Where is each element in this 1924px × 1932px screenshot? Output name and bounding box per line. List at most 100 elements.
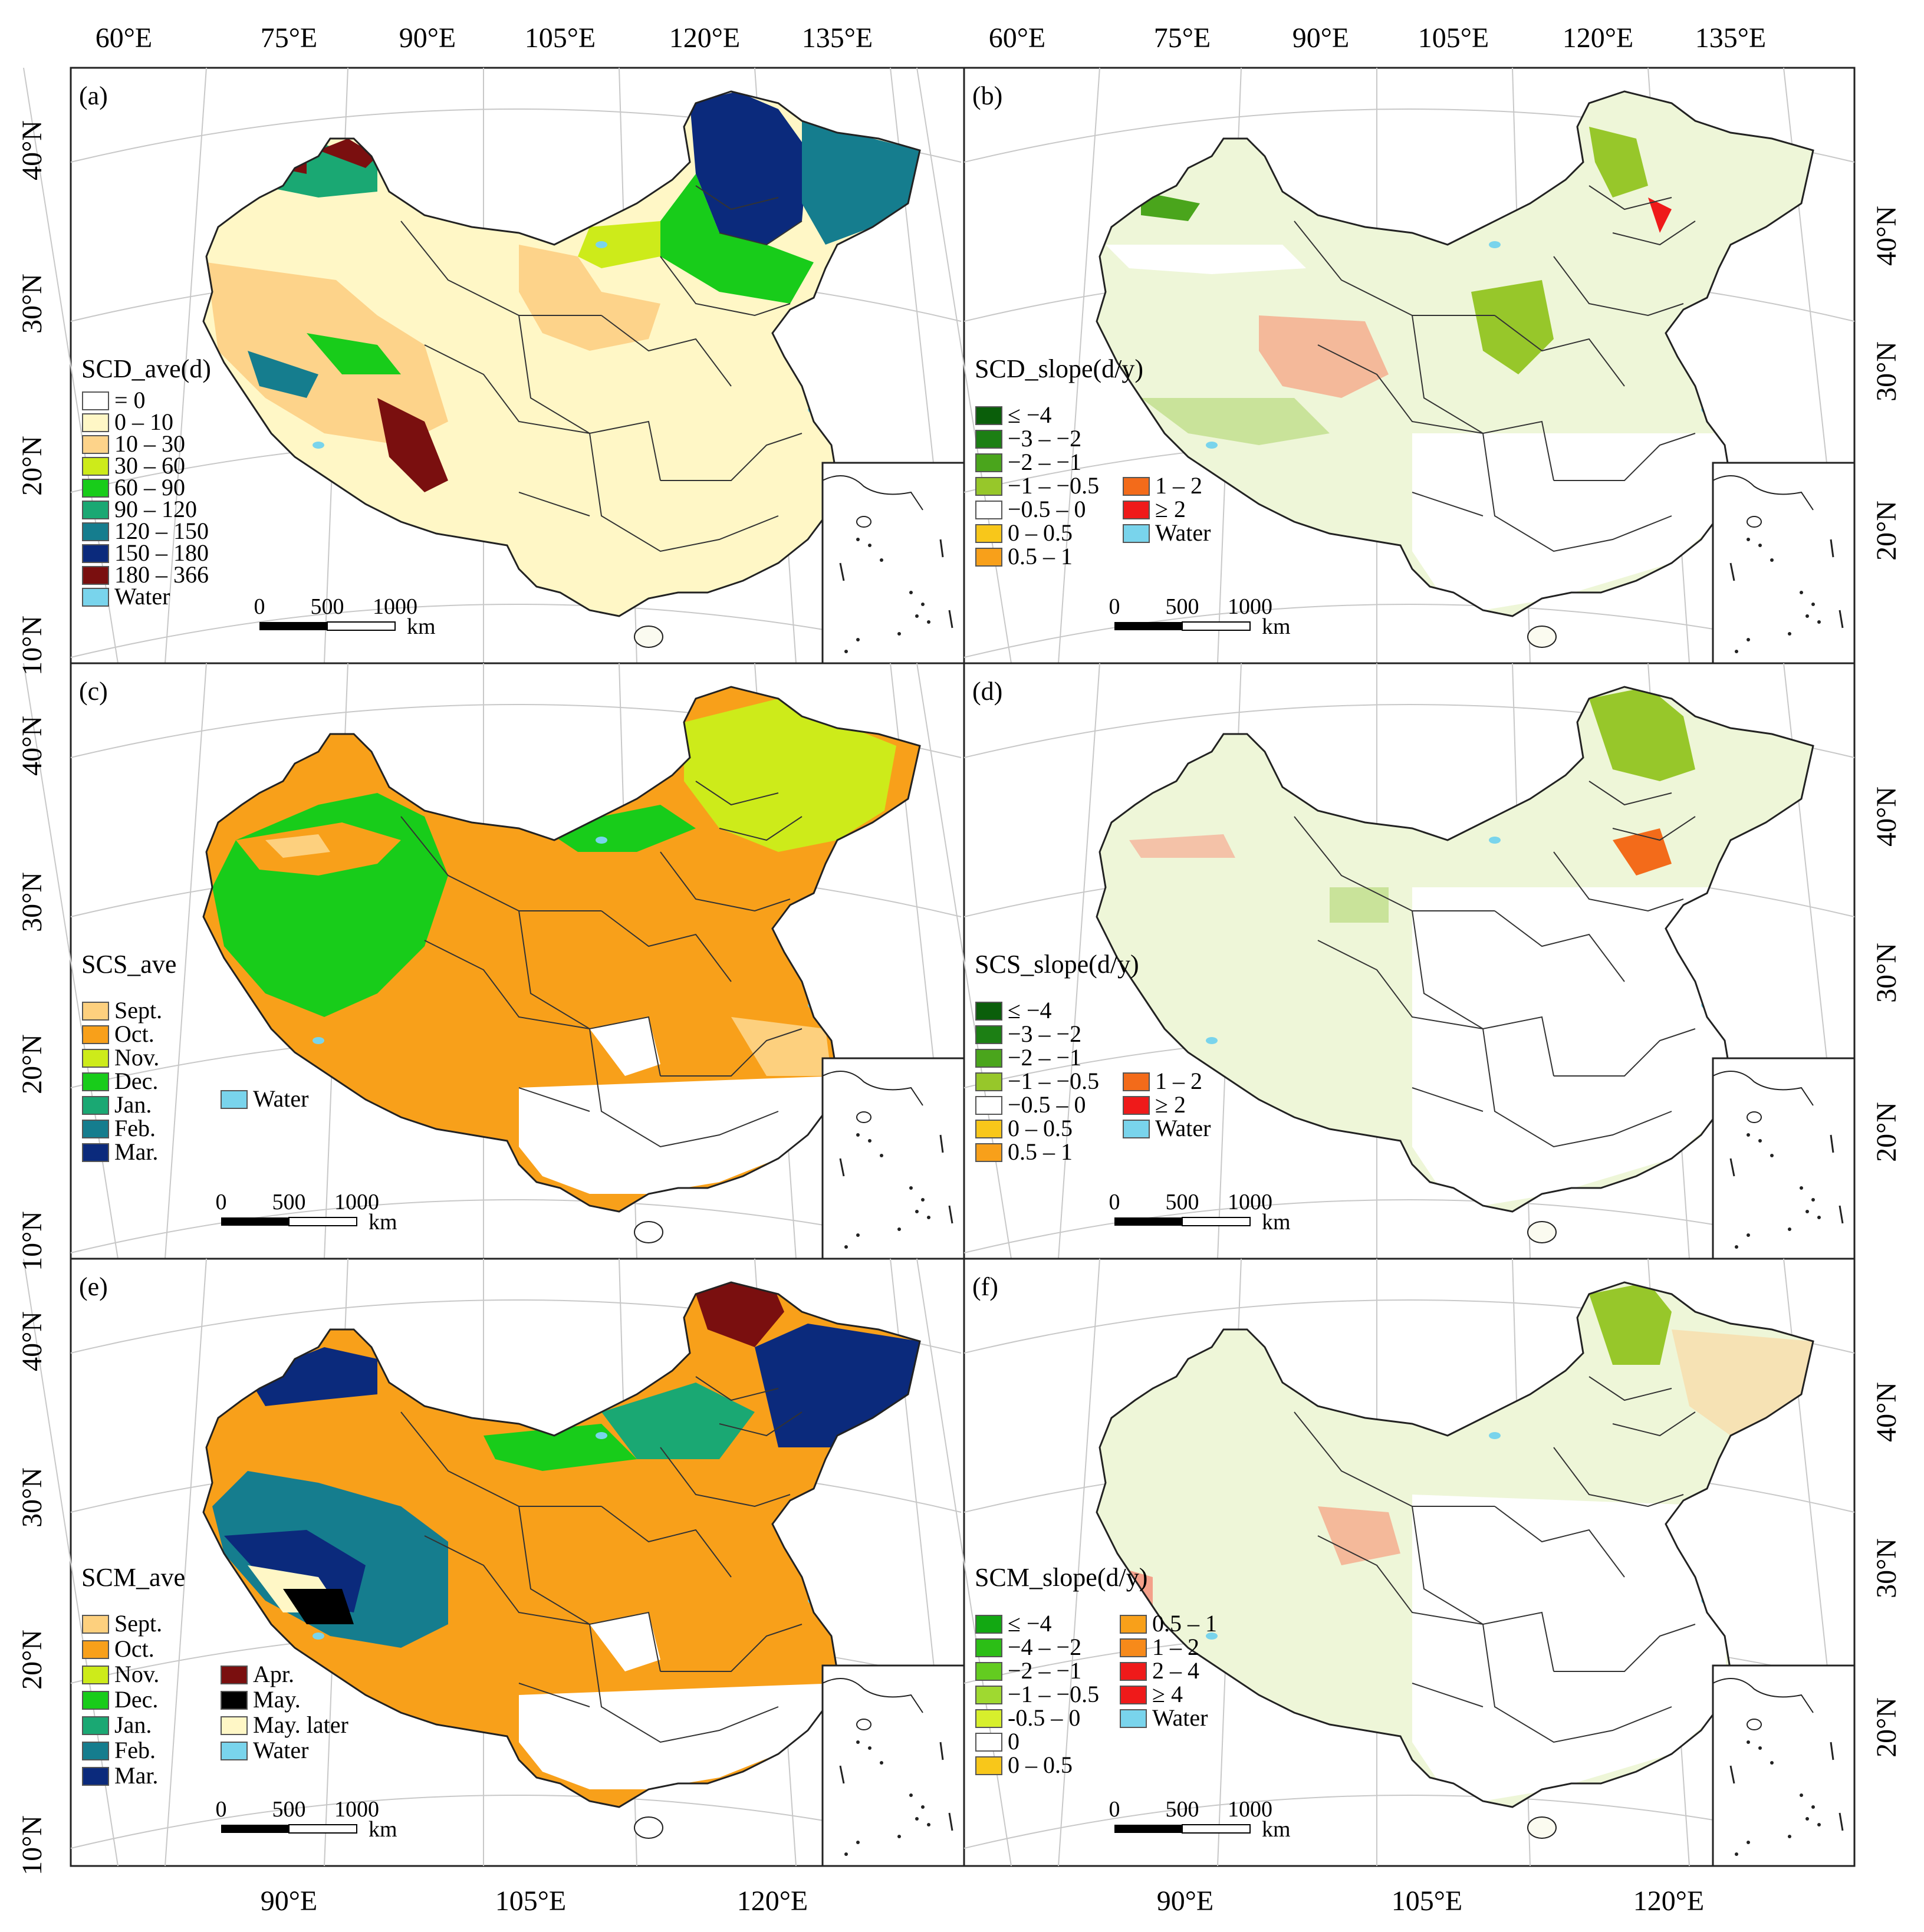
china-map bbox=[202, 1281, 921, 1808]
legend: SCM_ave Sept.Oct.Nov.Dec.Jan.Feb.Mar. Apr.… bbox=[81, 1563, 348, 1789]
legend-swatch bbox=[1120, 1662, 1147, 1681]
legend-swatch bbox=[1120, 1638, 1147, 1657]
legend-swatch bbox=[975, 1002, 1002, 1021]
legend-item-label: −2 – −1 bbox=[1008, 449, 1081, 475]
scale-tick-label: 1000 bbox=[334, 1797, 379, 1822]
china-map bbox=[1096, 90, 1814, 617]
legend-item-label: −0.5 – 0 bbox=[1008, 496, 1086, 522]
legend-item-label: Nov. bbox=[114, 1661, 159, 1687]
legend-swatch bbox=[221, 1691, 248, 1710]
legend-swatch bbox=[975, 1662, 1002, 1681]
legend-swatch bbox=[975, 453, 1002, 472]
top-lon-label: 105°E bbox=[525, 22, 596, 54]
legend-item-label: Dec. bbox=[114, 1686, 158, 1713]
legend-swatch bbox=[82, 588, 109, 607]
panel-f: (f) SCM_slope(d/y) ≤ −4−4 – −2−2 – −1−1 – … bbox=[916, 1258, 1856, 1867]
legend-item-label: −1 – −0.5 bbox=[1008, 472, 1099, 499]
legend-item-label: Jan. bbox=[114, 1712, 152, 1738]
left-lat-label: 10°N bbox=[17, 616, 48, 676]
top-lon-label: 105°E bbox=[1418, 22, 1489, 54]
legend-item-label: ≤ −4 bbox=[1008, 997, 1052, 1023]
legend-swatch bbox=[975, 1733, 1002, 1752]
left-lat-label: 40°N bbox=[17, 1311, 48, 1371]
legend-swatch bbox=[82, 1049, 109, 1068]
map-region bbox=[1412, 1495, 1731, 1801]
scale-tick-label: 1000 bbox=[1228, 1797, 1272, 1822]
scale-unit: km bbox=[369, 1210, 397, 1235]
province-boundaries bbox=[400, 185, 803, 552]
scale-unit: km bbox=[369, 1817, 397, 1842]
legend-item-label: ≥ 4 bbox=[1152, 1681, 1183, 1707]
legend-item-label: = 0 bbox=[114, 387, 146, 413]
legend-swatch bbox=[221, 1090, 248, 1109]
scale-tick-label: 0 bbox=[1109, 1797, 1120, 1822]
right-lat-label: 40°N bbox=[1871, 1382, 1902, 1442]
legend-item-label: 0 – 0.5 bbox=[1008, 1115, 1073, 1141]
scale-tick-label: 500 bbox=[272, 1797, 306, 1822]
map-region bbox=[1589, 1282, 1672, 1365]
legend-swatch bbox=[975, 548, 1002, 567]
map-region bbox=[307, 333, 401, 374]
legend-item-label: −4 – −2 bbox=[1008, 1634, 1081, 1660]
right-lat-label: 40°N bbox=[1871, 206, 1902, 266]
hainan-island bbox=[634, 1221, 663, 1243]
legend-item-label: −3 – −2 bbox=[1008, 425, 1081, 452]
panel-d: (d) SCS_slope(d/y) ≤ −4−3 – −2−2 – −1−1 – … bbox=[916, 662, 1856, 1260]
panel-e: (e) SCM_ave Sept.Oct.Nov.Dec.Jan.Feb.Mar. A… bbox=[23, 1258, 965, 1867]
map-region bbox=[1141, 192, 1200, 221]
scale-tick-label: 1000 bbox=[373, 594, 417, 619]
bottom-lon-label: 90°E bbox=[261, 1885, 318, 1917]
lake bbox=[313, 1037, 324, 1044]
lake bbox=[1206, 1037, 1218, 1044]
left-lat-label: 30°N bbox=[17, 1467, 48, 1528]
south-china-sea-inset bbox=[821, 1664, 965, 1867]
top-lon-label: 60°E bbox=[96, 22, 153, 54]
legend-item-label: Mar. bbox=[114, 1138, 158, 1165]
legend-swatch bbox=[1120, 1686, 1147, 1704]
legend-item-label: 30 – 60 bbox=[114, 452, 185, 479]
scale-unit: km bbox=[1262, 1817, 1291, 1842]
lake bbox=[596, 241, 607, 248]
legend-item-label: 60 – 90 bbox=[114, 474, 185, 501]
map-region bbox=[248, 1347, 377, 1406]
legend-item-label: −2 – −1 bbox=[1008, 1044, 1081, 1071]
legend-swatch bbox=[82, 1002, 109, 1021]
lake bbox=[1206, 1633, 1218, 1640]
top-longitude-labels: 60°E 75°E 90°E 105°E 120°E 135°E 60°E 75… bbox=[96, 22, 1767, 54]
map-region bbox=[265, 834, 330, 858]
map-region bbox=[1141, 398, 1330, 445]
scale-tick-label: 500 bbox=[1166, 594, 1199, 619]
scale-tick-label: 500 bbox=[272, 1190, 306, 1215]
right-lat-label: 20°N bbox=[1871, 501, 1902, 561]
legend-title: SCD_slope(d/y) bbox=[975, 354, 1143, 383]
bottom-lon-label: 90°E bbox=[1157, 1885, 1214, 1917]
hainan-island bbox=[634, 1816, 663, 1839]
legend-item-label: 150 – 180 bbox=[114, 539, 209, 566]
legend-item-label: −3 – −2 bbox=[1008, 1021, 1081, 1047]
legend-swatch bbox=[82, 1096, 109, 1115]
legend-swatch bbox=[975, 1143, 1002, 1162]
map-region bbox=[1129, 834, 1235, 858]
legend-swatch bbox=[82, 1615, 109, 1634]
map-region bbox=[542, 805, 696, 852]
legend-item-label: 0 bbox=[1008, 1728, 1019, 1755]
hainan-island bbox=[1527, 1816, 1557, 1839]
legend-item-label: Water bbox=[1152, 1704, 1208, 1731]
legend-item-label: 0.5 – 1 bbox=[1008, 1138, 1073, 1165]
legend-swatch bbox=[1123, 524, 1150, 543]
lake bbox=[596, 837, 607, 844]
map-region bbox=[1259, 315, 1389, 398]
hainan-island bbox=[634, 626, 663, 648]
map-region bbox=[318, 139, 377, 168]
map-region bbox=[660, 174, 814, 304]
panel-label: (e) bbox=[79, 1272, 108, 1301]
legend-swatch bbox=[82, 1742, 109, 1760]
legend-item-label: 1 – 2 bbox=[1155, 472, 1202, 499]
legend-item-label: 1 – 2 bbox=[1152, 1634, 1199, 1660]
right-lat-label: 40°N bbox=[1871, 786, 1902, 847]
legend-swatch bbox=[975, 1615, 1002, 1634]
